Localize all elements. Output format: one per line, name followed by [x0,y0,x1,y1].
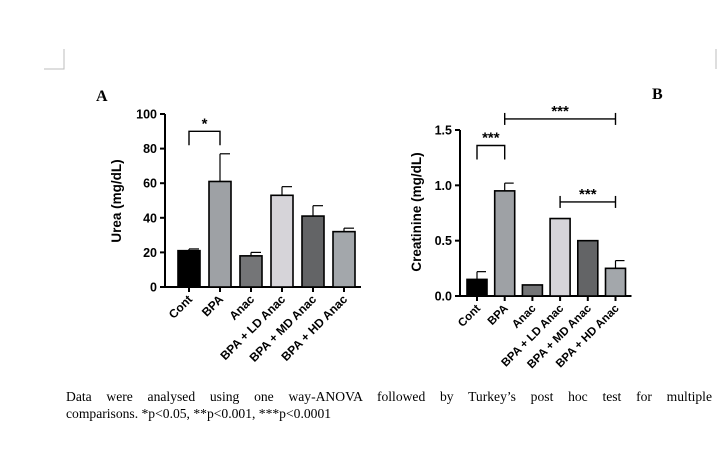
urea-y-axis-label: Urea (mg/dL) [109,159,124,242]
creatinine-bar [493,190,516,297]
urea-y-tick-label: 80 [143,142,157,156]
creatinine-category-label: Cont [456,303,483,330]
panel-a-letter: A [96,88,108,105]
urea-y-tick-label: 20 [143,246,157,260]
urea-y-tick-label: 0 [150,281,157,295]
creatinine-bar [466,278,488,297]
urea-y-tick-label: 60 [143,177,157,191]
crop-mark-left [44,49,65,70]
caption-line-1: Data were analysed using one way-ANOVA f… [66,389,712,404]
creatinine-significance-bracket [476,144,506,160]
creatinine-significance-marker: *** [559,186,617,208]
creatinine-significance-label: *** [579,186,597,203]
creatinine-bar [521,284,544,297]
creatinine-y-tick-label: 0.5 [435,234,452,248]
creatinine-significance-marker: *** [476,129,506,160]
urea-y-tick-label: 100 [136,108,157,122]
urea-significance-bracket [188,130,221,146]
creatinine-y-tick-label: 1.0 [435,179,452,193]
creatinine-significance-label: *** [482,129,500,146]
creatinine-bar [604,267,627,297]
urea-significance-label: * [202,115,208,132]
caption-line-2: comparisons. *p<0.05, **p<0.001, ***p<0.… [66,406,332,421]
creatinine-bar [576,239,599,297]
creatinine-category-label: BPA [486,303,511,328]
creatinine-significance-label: *** [551,103,569,120]
figure-caption: Data were analysed using one way-ANOVA f… [66,388,712,422]
creatinine-significance-marker: *** [504,103,617,125]
creatinine-y-axis-label: Creatinine (mg/dL) [409,152,424,271]
urea-significance-marker: * [188,115,221,146]
urea-y-tick-label: 40 [143,211,157,225]
creatinine-y-tick-label: 0.0 [435,290,452,304]
panel-b-letter: B [652,86,663,103]
creatinine-y-tick-label: 1.5 [435,124,452,138]
creatinine-bar [549,217,571,297]
